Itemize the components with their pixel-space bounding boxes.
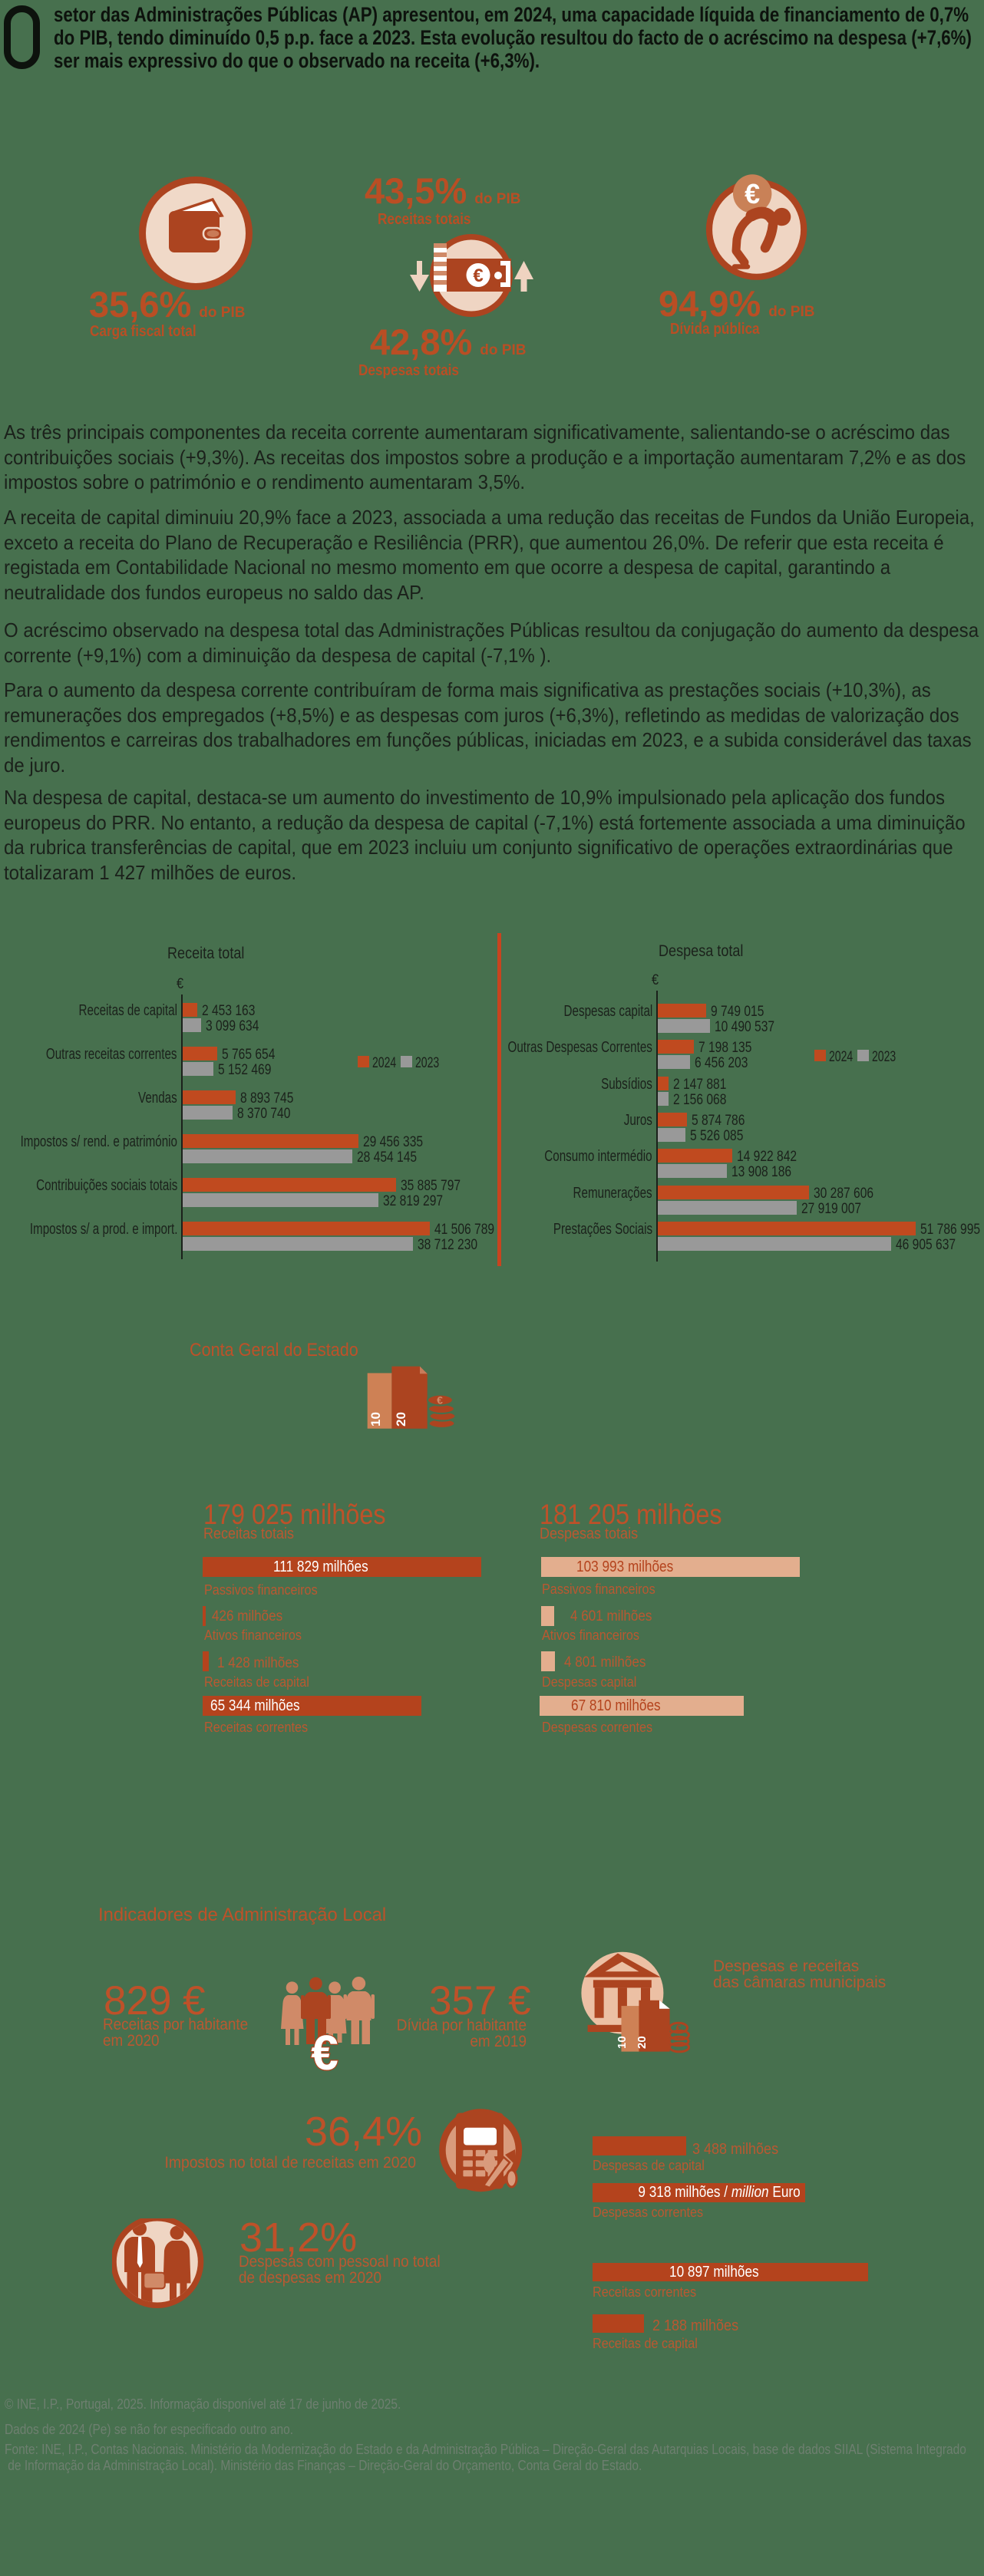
svg-text:€: €	[437, 1394, 443, 1407]
svg-text:20: 20	[636, 2036, 649, 2049]
svg-text:€: €	[473, 266, 483, 286]
svg-text:20: 20	[394, 1412, 408, 1427]
svg-text:€: €	[676, 2023, 682, 2033]
svg-text:10: 10	[616, 2036, 629, 2049]
svg-text:10: 10	[368, 1412, 383, 1427]
svg-text:€: €	[745, 178, 760, 209]
svg-text:€: €	[311, 2025, 338, 2073]
